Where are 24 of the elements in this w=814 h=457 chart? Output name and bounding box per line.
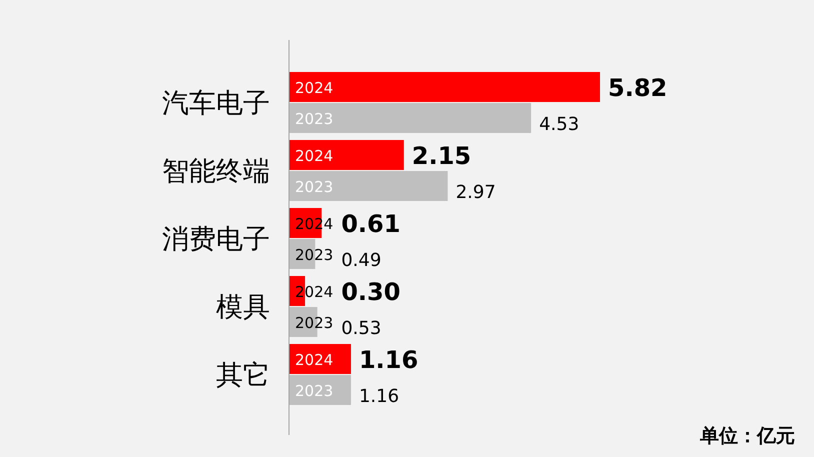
text: 2023 bbox=[295, 314, 334, 332]
data-label: 0.53 bbox=[341, 318, 382, 339]
text: 2023 bbox=[295, 110, 334, 128]
data-label: 5.82 bbox=[608, 74, 668, 102]
y-tick-label: 模具 bbox=[216, 292, 270, 323]
data-label: 1.16 bbox=[358, 386, 400, 407]
text: 2023 bbox=[295, 382, 334, 400]
data-label: 0.61 bbox=[341, 210, 400, 238]
y-tick-label: 汽车电子 bbox=[162, 88, 270, 119]
data-label: 1.16 bbox=[358, 346, 418, 374]
data-label: 0.49 bbox=[341, 250, 382, 271]
y-tick-label: 智能终端 bbox=[162, 156, 270, 187]
data-label: 4.53 bbox=[539, 114, 580, 135]
data-label: 2.15 bbox=[412, 142, 472, 170]
text: 2024 bbox=[295, 147, 334, 165]
y-tick-label: 其它 bbox=[216, 360, 270, 391]
text: 2024 bbox=[295, 351, 334, 369]
data-label: 2.97 bbox=[456, 182, 496, 203]
series-label: 2023 bbox=[295, 246, 334, 264]
text: 单位：亿元 bbox=[699, 425, 795, 447]
y-tick-label: 消费电子 bbox=[162, 224, 270, 255]
data-label: 0.30 bbox=[341, 278, 400, 306]
text: 2023 bbox=[295, 178, 334, 196]
series-label: 2024 bbox=[295, 79, 334, 97]
